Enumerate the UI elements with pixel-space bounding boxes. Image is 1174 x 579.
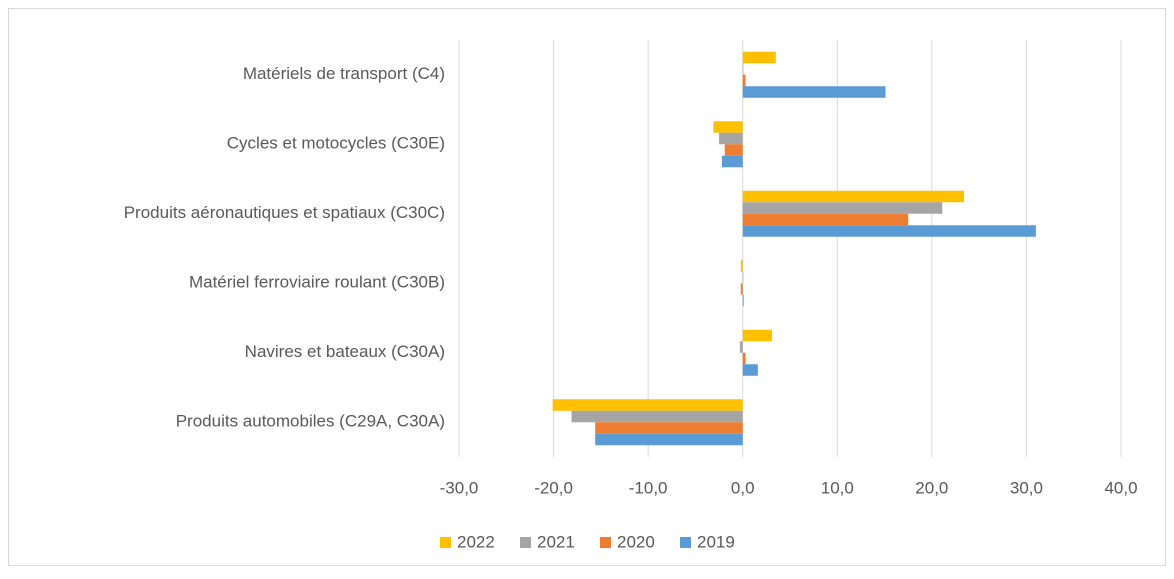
x-tick-label: -30,0 [440, 478, 479, 497]
x-tick-label: 0,0 [731, 478, 755, 497]
y-tick-label: Matériel ferroviaire roulant (C30B) [189, 273, 445, 292]
bar [740, 260, 743, 272]
bar [742, 202, 943, 214]
y-tick-label: Cycles et motocycles (C30E) [227, 134, 445, 153]
legend-label: 2019 [697, 532, 735, 551]
bar [719, 132, 743, 145]
legend-swatch [440, 537, 451, 548]
bar [552, 399, 743, 411]
bar [742, 63, 744, 75]
bar [739, 341, 743, 353]
legend-label: 2022 [457, 532, 495, 551]
bar [742, 352, 746, 365]
bar [742, 364, 758, 376]
legend-swatch [680, 537, 691, 548]
legend-label: 2020 [617, 532, 655, 551]
chart-border [8, 8, 1166, 566]
bar [595, 433, 743, 446]
bar [724, 144, 743, 156]
bar [713, 121, 743, 133]
y-tick-label: Produits aéronautiques et spatiaux (C30C… [124, 203, 445, 222]
bar [742, 74, 746, 87]
legend-swatch [600, 537, 611, 548]
bar [742, 329, 773, 342]
bar [742, 225, 1036, 237]
x-tick-label: 20,0 [915, 478, 948, 497]
bar [721, 155, 743, 168]
y-tick-label: Navires et bateaux (C30A) [245, 342, 445, 361]
bar [742, 86, 886, 98]
y-tick-label: Matériels de transport (C4) [243, 64, 445, 83]
x-tick-label: 10,0 [821, 478, 854, 497]
legend-label: 2021 [537, 532, 575, 551]
bar [740, 283, 743, 295]
legend-swatch [520, 537, 531, 548]
x-tick-label: -10,0 [629, 478, 668, 497]
y-tick-label: Produits automobiles (C29A, C30A) [176, 412, 445, 431]
bar [742, 51, 776, 64]
bar [742, 294, 744, 307]
x-tick-label: 30,0 [1010, 478, 1043, 497]
bar [742, 271, 744, 284]
bar [742, 190, 965, 203]
bar [595, 422, 743, 434]
bar [571, 410, 743, 423]
bar [742, 213, 909, 226]
x-tick-label: 40,0 [1104, 478, 1137, 497]
x-tick-label: -20,0 [534, 478, 573, 497]
